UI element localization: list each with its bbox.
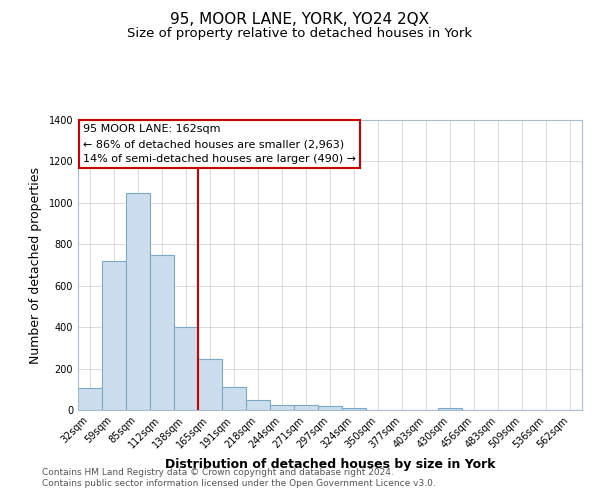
Bar <box>150 254 174 410</box>
Y-axis label: Number of detached properties: Number of detached properties <box>29 166 41 364</box>
Bar <box>270 405 294 410</box>
Bar <box>342 408 366 410</box>
Bar <box>198 359 222 410</box>
Bar <box>246 400 270 410</box>
Bar <box>126 192 150 410</box>
X-axis label: Distribution of detached houses by size in York: Distribution of detached houses by size … <box>165 458 495 471</box>
Text: 95 MOOR LANE: 162sqm
← 86% of detached houses are smaller (2,963)
14% of semi-de: 95 MOOR LANE: 162sqm ← 86% of detached h… <box>83 124 356 164</box>
Bar <box>78 388 102 410</box>
Bar <box>222 387 246 410</box>
Bar <box>174 327 198 410</box>
Bar <box>438 408 462 410</box>
Text: Contains HM Land Registry data © Crown copyright and database right 2024.
Contai: Contains HM Land Registry data © Crown c… <box>42 468 436 487</box>
Text: Size of property relative to detached houses in York: Size of property relative to detached ho… <box>127 28 473 40</box>
Bar <box>102 261 126 410</box>
Text: 95, MOOR LANE, YORK, YO24 2QX: 95, MOOR LANE, YORK, YO24 2QX <box>170 12 430 28</box>
Bar <box>294 405 318 410</box>
Bar <box>318 406 342 410</box>
